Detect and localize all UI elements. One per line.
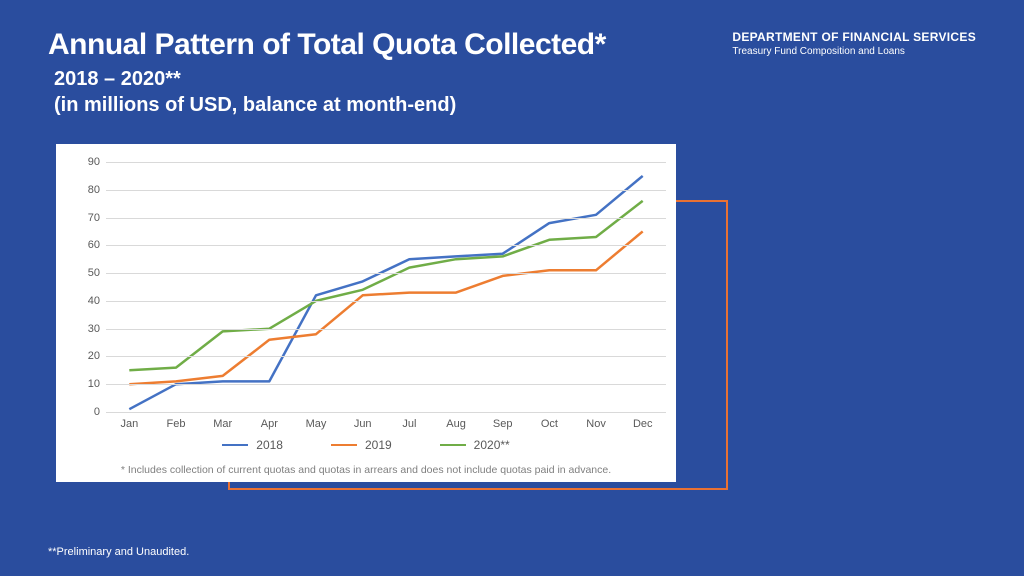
x-axis-label: Jul [386,418,433,430]
x-axis-label: Feb [153,418,200,430]
x-axis-label: May [293,418,340,430]
page-footnote: **Preliminary and Unaudited. [48,546,189,558]
series-line [129,176,642,409]
chart-footnote: * Includes collection of current quotas … [78,464,654,476]
x-axis-label: Apr [246,418,293,430]
x-axis-label: Mar [199,418,246,430]
department-subtitle: Treasury Fund Composition and Loans [732,46,976,57]
gridline [106,384,666,385]
y-axis-label: 90 [88,156,106,168]
x-axis-label: Jun [339,418,386,430]
subtitle-line-2: (in millions of USD, balance at month-en… [54,92,606,118]
y-axis-label: 70 [88,212,106,224]
x-axis-label: Nov [573,418,620,430]
line-chart: JanFebMarAprMayJunJulAugSepOctNovDec 010… [106,162,666,412]
x-axis-label: Oct [526,418,573,430]
series-line [129,201,642,370]
legend-swatch [222,444,248,447]
y-axis-label: 30 [88,323,106,335]
x-axis-label: Jan [106,418,153,430]
chart-legend: 2018 2019 2020** [78,438,654,452]
x-axis-label: Sep [479,418,526,430]
legend-item: 2019 [331,438,392,452]
y-axis-label: 20 [88,350,106,362]
page-title: Annual Pattern of Total Quota Collected* [48,28,606,62]
gridline [106,356,666,357]
gridline [106,329,666,330]
gridline [106,190,666,191]
y-axis-label: 50 [88,267,106,279]
x-axis-label: Aug [433,418,480,430]
gridline [106,301,666,302]
series-line [129,231,642,384]
y-axis-label: 80 [88,184,106,196]
gridline [106,245,666,246]
department-name: DEPARTMENT OF FINANCIAL SERVICES [732,30,976,44]
legend-label: 2020** [474,438,510,452]
chart-card: JanFebMarAprMayJunJulAugSepOctNovDec 0 10… [56,144,676,482]
subtitle-line-1: 2018 – 2020** [54,66,606,92]
gridline [106,273,666,274]
gridline [106,162,666,163]
legend-label: 2019 [365,438,392,452]
legend-item: 2020** [440,438,510,452]
y-axis-label: 10 [88,378,106,390]
y-axis-label: 40 [88,295,106,307]
gridline [106,412,666,413]
x-axis-label: Dec [619,418,666,430]
gridline [106,218,666,219]
y-axis-label: 60 [88,239,106,251]
legend-swatch [331,444,357,447]
legend-item: 2018 [222,438,283,452]
legend-label: 2018 [256,438,283,452]
legend-swatch [440,444,466,447]
y-axis-label: 0 [94,406,106,418]
